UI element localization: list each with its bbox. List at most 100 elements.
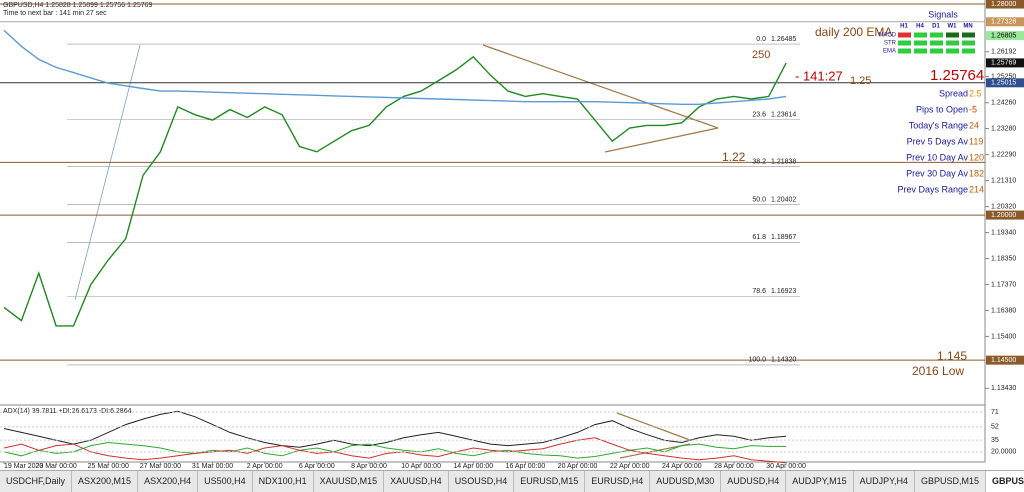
price-tag bbox=[986, 31, 1024, 41]
signal-cell bbox=[946, 48, 959, 54]
x-tick-label: 31 Mar 00:00 bbox=[192, 463, 233, 470]
tab[interactable]: XAUUSD,M15 bbox=[314, 471, 385, 492]
info-label: Prev 10 Day Av bbox=[906, 152, 968, 162]
tab[interactable]: AUDUSD,M30 bbox=[650, 471, 722, 492]
signal-cell bbox=[962, 32, 975, 38]
info-label: Prev 30 Day Av bbox=[906, 168, 968, 178]
annotation: 1.25764 bbox=[930, 67, 984, 84]
fib-price: 1.26485 bbox=[771, 36, 796, 43]
tab[interactable]: AUDUSD,H4 bbox=[721, 471, 787, 492]
signal-cell bbox=[898, 48, 911, 54]
info-value: 182 bbox=[969, 168, 984, 178]
tab[interactable]: USDCHF,Daily bbox=[0, 471, 73, 492]
annotation: 250 bbox=[752, 49, 770, 61]
y-tick-label: 1.21310 bbox=[991, 177, 1016, 184]
x-tick-label: 10 Apr 00:00 bbox=[401, 463, 441, 470]
signal-cell bbox=[946, 32, 959, 38]
signals-column: W1 bbox=[948, 24, 958, 30]
y-tick-label: 71 bbox=[991, 409, 999, 416]
x-tick-label: 28 Apr 00:00 bbox=[714, 463, 754, 470]
x-tick-label: 22 Apr 00:00 bbox=[610, 463, 650, 470]
trend-line bbox=[482, 44, 719, 129]
tab[interactable]: AUDJPY,H4 bbox=[854, 471, 915, 492]
y-tick-label: 1.22290 bbox=[991, 152, 1016, 159]
info-value: 214 bbox=[969, 184, 984, 194]
y-tick-label: 1.15400 bbox=[991, 333, 1016, 340]
y-tick-label: 1.17370 bbox=[991, 281, 1016, 288]
signals-row-label: MACD bbox=[878, 33, 896, 39]
price-tag-label: 1.14500 bbox=[991, 357, 1016, 364]
x-tick-label: 19 Mar 2020 bbox=[4, 463, 43, 470]
x-tick-label: 20 Apr 00:00 bbox=[558, 463, 598, 470]
tab[interactable]: GBPUSD,M15 bbox=[915, 471, 987, 492]
fib-price: 1.18967 bbox=[771, 234, 796, 241]
y-tick-label: 1.19340 bbox=[991, 229, 1016, 236]
fib-level: 23.6 bbox=[752, 112, 766, 119]
signal-cell bbox=[914, 40, 927, 46]
tab[interactable]: EURUSD,M15 bbox=[514, 471, 586, 492]
price-tag-label: 1.28000 bbox=[991, 1, 1016, 8]
y-tick-label: 20.0000 bbox=[991, 449, 1016, 456]
signal-cell bbox=[930, 48, 943, 54]
annotation: 2016 Low bbox=[912, 364, 964, 378]
tab[interactable]: USOUSD,H4 bbox=[449, 471, 515, 492]
y-tick-label: 1.16380 bbox=[991, 307, 1016, 314]
tab[interactable]: ASX200,H4 bbox=[138, 471, 199, 492]
tab[interactable]: US500,H4 bbox=[198, 471, 253, 492]
annotation: daily 200 EMA bbox=[815, 25, 892, 39]
signal-cell bbox=[914, 48, 927, 54]
signals-column: MN bbox=[963, 24, 972, 30]
tab[interactable]: ASX200,M15 bbox=[72, 471, 139, 492]
x-tick-label: 14 Apr 00:00 bbox=[453, 463, 493, 470]
series-line bbox=[3, 441, 787, 459]
chart-subtitle: Time to next bar : 141 min 27 sec bbox=[3, 10, 107, 17]
signal-cell bbox=[914, 32, 927, 38]
y-tick-label: 1.24260 bbox=[991, 100, 1016, 107]
signal-cell bbox=[930, 32, 943, 38]
signal-cell bbox=[898, 32, 911, 38]
fib-level: 50.0 bbox=[752, 196, 766, 203]
signals-title: Signals bbox=[928, 9, 958, 19]
x-tick-label: 24 Apr 00:00 bbox=[662, 463, 702, 470]
price-tag bbox=[986, 78, 1024, 88]
indicator-title: ADX(14) 39.7811 +DI:26.6173 -DI:6.2864 bbox=[3, 408, 132, 415]
fib-level: 100.0 bbox=[748, 357, 766, 364]
price-tag bbox=[986, 355, 1024, 365]
annotation: 1.22 bbox=[722, 150, 746, 164]
price-tag-label: 1.25015 bbox=[991, 80, 1016, 87]
x-tick-label: 25 Mar 00:00 bbox=[88, 463, 129, 470]
series-line bbox=[3, 55, 787, 327]
price-tag-label: 1.25769 bbox=[991, 60, 1016, 67]
signal-cell bbox=[962, 48, 975, 54]
y-tick-label: 1.18350 bbox=[991, 255, 1016, 262]
tab[interactable]: AUDJPY,M15 bbox=[786, 471, 854, 492]
annotation: 1.145 bbox=[937, 349, 967, 363]
tab[interactable]: XAUUSD,H4 bbox=[384, 471, 449, 492]
info-label: Prev Days Range bbox=[897, 184, 968, 194]
signals-column: H1 bbox=[900, 24, 908, 30]
y-tick-label: 1.23280 bbox=[991, 125, 1016, 132]
price-tag-label: 1.26805 bbox=[991, 32, 1016, 39]
y-tick-label: 35 bbox=[991, 437, 999, 444]
chart-title: GBPUSD,H4 1.25828 1.25899 1.25756 1.2576… bbox=[3, 2, 153, 9]
tab[interactable]: NDX100,H1 bbox=[253, 471, 314, 492]
signals-column: D1 bbox=[932, 24, 940, 30]
trend-line bbox=[604, 127, 719, 153]
series-line bbox=[3, 437, 787, 464]
x-tick-label: 2 Apr 00:00 bbox=[247, 463, 283, 470]
y-tick-label: 1.26192 bbox=[991, 49, 1016, 56]
price-tag bbox=[986, 17, 1024, 27]
y-tick-label: 1.20320 bbox=[991, 203, 1016, 210]
signal-cell bbox=[898, 40, 911, 46]
info-label: Prev 5 Days Av bbox=[907, 136, 969, 146]
tab[interactable]: EURUSD,H4 bbox=[585, 471, 651, 492]
info-value: 119 bbox=[969, 136, 983, 146]
signal-cell bbox=[946, 40, 959, 46]
trend-line bbox=[74, 44, 141, 301]
info-value: 120 bbox=[969, 152, 984, 162]
tab[interactable]: GBPUSD,H4 bbox=[986, 471, 1024, 492]
tab-bar: USDCHF,Daily ASX200,M15 ASX200,H4 US500,H4 N… bbox=[0, 470, 1024, 492]
price-tag bbox=[986, 58, 1024, 68]
price-tag bbox=[986, 210, 1024, 220]
